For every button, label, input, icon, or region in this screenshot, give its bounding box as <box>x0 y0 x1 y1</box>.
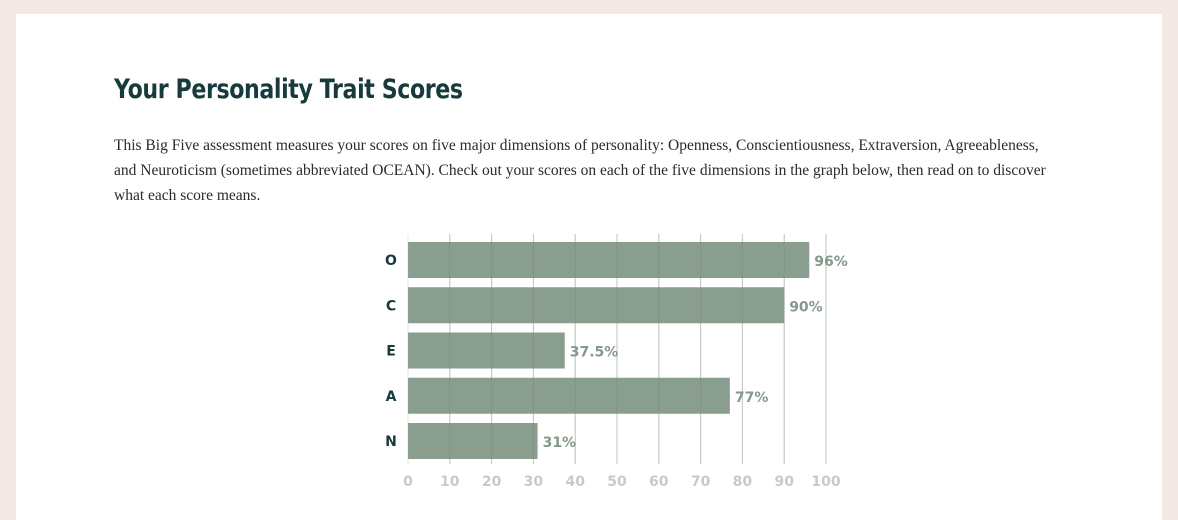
category-label-e: E <box>386 344 396 360</box>
bar-c <box>408 287 785 324</box>
bars <box>408 234 827 464</box>
x-tick-label: 80 <box>733 474 753 490</box>
category-label-n: N <box>385 434 397 450</box>
x-tick-label: 0 <box>403 474 413 490</box>
category-label-c: C <box>386 298 396 314</box>
intro-paragraph: This Big Five assessment measures your s… <box>114 137 1046 204</box>
value-label-e: 37.5% <box>570 345 619 361</box>
value-label-c: 90% <box>789 299 823 315</box>
bar-e <box>408 332 565 369</box>
x-tick-label: 100 <box>811 474 840 490</box>
x-tick-label: 30 <box>524 474 544 490</box>
x-tick-label: 90 <box>774 474 794 490</box>
value-label-n: 31% <box>543 435 577 451</box>
page-title: Your Personality Trait Scores <box>114 74 463 105</box>
x-tick-label: 70 <box>691 474 711 490</box>
x-tick-label: 10 <box>440 474 460 490</box>
category-label-o: O <box>385 253 397 269</box>
bar-o <box>408 242 810 278</box>
x-tick-label: 50 <box>607 474 627 490</box>
x-tick-label: 60 <box>649 474 669 490</box>
value-label-a: 77% <box>735 390 769 406</box>
x-tick-label: 40 <box>565 474 585 490</box>
bar-n <box>408 423 538 459</box>
x-tick-label: 20 <box>482 474 502 490</box>
value-label-o: 96% <box>814 254 848 270</box>
labels: 0 10 20 30 40 50 60 70 80 90 100 O 96% C 90% E 37.5% A 77%… <box>385 253 848 490</box>
category-label-a: A <box>386 389 397 405</box>
bar-a <box>408 377 730 414</box>
